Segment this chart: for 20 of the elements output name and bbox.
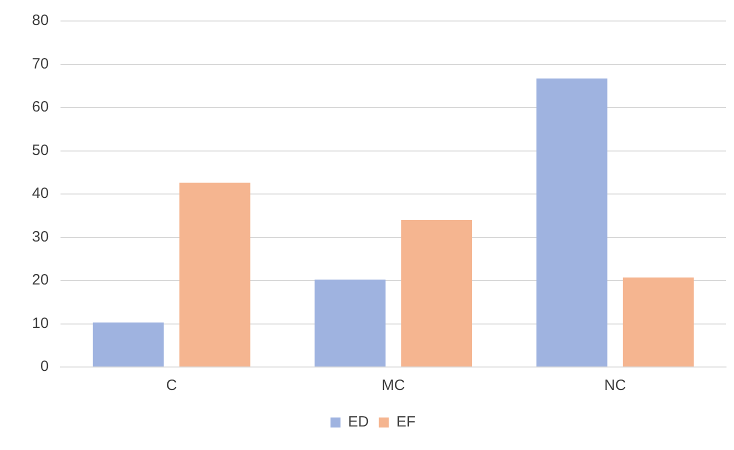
bar	[314, 280, 386, 366]
y-tick-label: 50	[32, 142, 49, 159]
bar	[622, 277, 694, 366]
legend-label: EF	[396, 414, 416, 431]
bar	[92, 322, 164, 366]
y-tick-label: 10	[32, 314, 49, 332]
y-tick-label: 60	[32, 98, 49, 116]
x-tick-label: C	[166, 377, 178, 394]
y-tick-label: 0	[40, 358, 49, 376]
x-tick-label: NC	[604, 377, 626, 394]
bar	[179, 182, 250, 366]
bar	[401, 220, 472, 366]
y-tick-label: 20	[32, 272, 49, 289]
y-tick-label: 30	[32, 228, 49, 246]
bar	[536, 78, 608, 366]
legend-label: ED	[348, 414, 369, 431]
y-tick-label: 40	[32, 185, 49, 202]
x-tick-label: MC	[382, 377, 406, 394]
y-tick-label: 70	[32, 55, 49, 72]
y-tick-label: 80	[32, 12, 49, 30]
